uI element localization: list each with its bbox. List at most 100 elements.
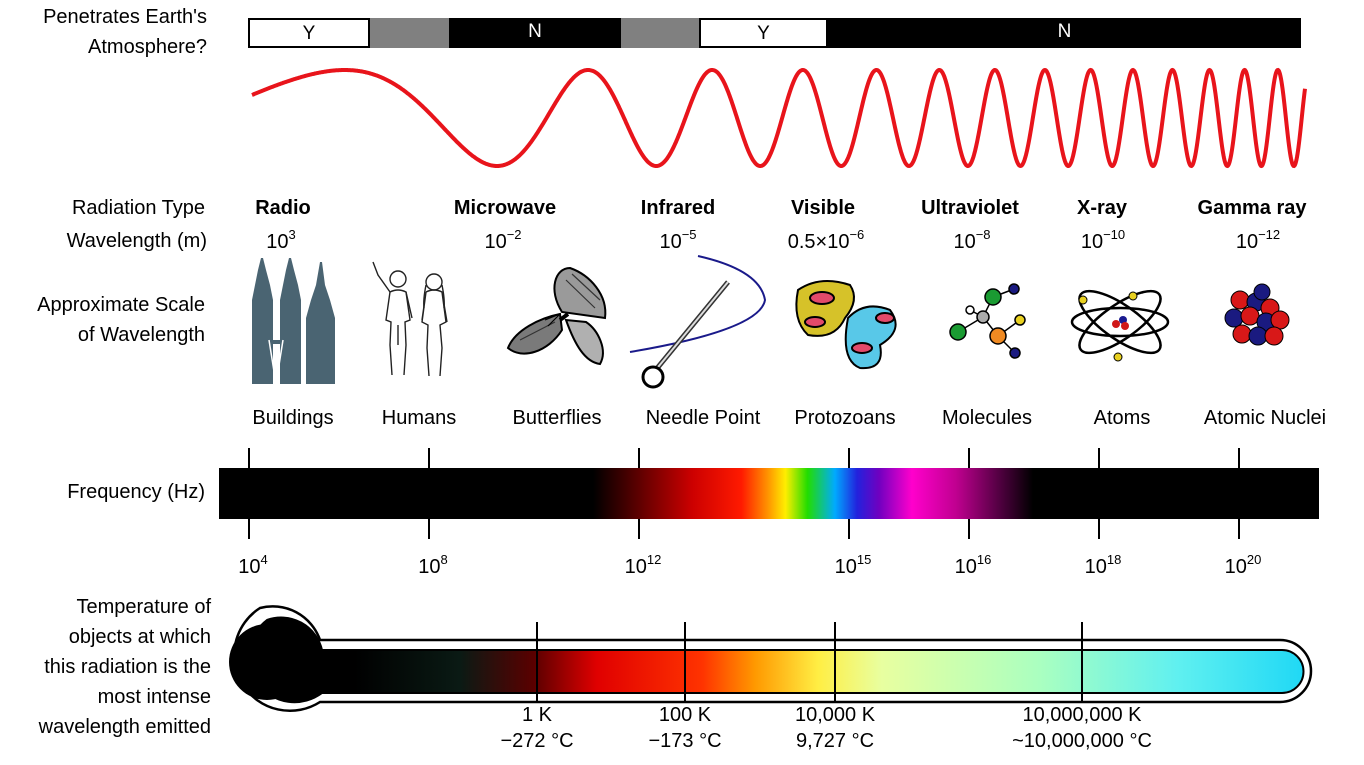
radiation-type-name: Microwave: [453, 197, 557, 219]
thermometer: [229, 605, 1313, 712]
frequency-exponent: 8: [440, 552, 448, 567]
wavelength-base: 10: [1235, 231, 1259, 253]
humans-icon: [372, 261, 448, 377]
scale-label: Approximate Scale of Wavelength: [0, 290, 205, 350]
frequency-tick-label: 108: [418, 552, 447, 584]
radiation-type-name: Radio: [255, 197, 311, 219]
wavelength-exponent: 3: [288, 227, 296, 242]
wavelength-value: 10−10: [1081, 227, 1125, 259]
frequency-base: 10: [238, 556, 261, 578]
penetration-segment-4: [621, 18, 699, 48]
wavelength-value: 103: [266, 227, 295, 259]
temperature-kelvin: 100 K: [658, 704, 712, 726]
wavelength-base: 10: [953, 231, 976, 253]
frequency-label: Frequency (Hz): [67, 481, 205, 503]
wavelength-exponent: −2: [506, 227, 522, 242]
frequency-ticks: [248, 448, 1240, 539]
frequency-base: 10: [418, 556, 441, 578]
temperature-tick-label: 100 K −173 °C: [648, 702, 721, 754]
temperature-label-line1: Temperature of: [76, 596, 211, 618]
penetration-title-line2: Atmosphere?: [88, 36, 207, 58]
wavelength-base: 10: [484, 231, 507, 253]
scale-example-label: Butterflies: [512, 407, 602, 429]
scale-label-line2: of Wavelength: [77, 324, 205, 346]
frequency-tick-label: 104: [238, 552, 267, 584]
temperature-kelvin: 10,000,000 K: [1022, 704, 1142, 726]
protozoa-icon: [795, 280, 897, 370]
frequency-tick-label: 1018: [1085, 552, 1122, 584]
wavelength-value: 10−5: [659, 227, 696, 259]
radiation-type-name: Gamma ray: [1197, 197, 1307, 219]
wavelength-exponent: −6: [849, 227, 865, 242]
temperature-celsius: 9,727 °C: [795, 730, 875, 752]
radiation-type-label: Radiation Type: [71, 197, 205, 219]
frequency-base: 10: [1084, 556, 1107, 578]
penetration-segment-6: N: [828, 18, 1301, 48]
frequency-exponent: 18: [1106, 552, 1122, 567]
temperature-label-line4: most intense: [97, 686, 211, 708]
penetration-segment-2: [370, 18, 449, 48]
temperature-tick-label: 10,000 K 9,727 °C: [795, 702, 875, 754]
temperature-label: Temperature of objects at which this rad…: [0, 592, 211, 742]
scale-example-label: Buildings: [252, 407, 334, 429]
frequency-tick-label: 1015: [835, 552, 872, 584]
butterfly-icon: [506, 266, 607, 366]
scale-example-label: Needle Point: [645, 407, 761, 429]
frequency-exponent: 16: [976, 552, 992, 567]
temperature-celsius: ~10,000,000 °C: [1012, 730, 1152, 752]
temperature-label-line3: this radiation is the: [44, 656, 211, 678]
scale-example-label: Atomic Nuclei: [1203, 407, 1327, 429]
penetration-title-line1: Penetrates Earth's: [43, 6, 207, 28]
atom-icon: [1070, 289, 1170, 362]
frequency-tick-label: 1020: [1225, 552, 1262, 584]
wavelength-value: 10−2: [484, 227, 521, 259]
frequency-exponent: 4: [260, 552, 268, 567]
frequency-base: 10: [624, 556, 647, 578]
frequency-exponent: 15: [856, 552, 872, 567]
wavelength-value: 10−8: [953, 227, 990, 259]
temperature-celsius: −272 °C: [500, 730, 574, 752]
scale-label-line1: Approximate Scale: [37, 294, 205, 316]
temperature-celsius: −173 °C: [648, 730, 722, 752]
wavelength-wave: [251, 67, 1307, 169]
radiation-type-name: X-ray: [1076, 197, 1128, 219]
temperature-tick-label: 1 K −272 °C: [500, 702, 573, 754]
wavelength-exponent: −12: [1258, 227, 1281, 242]
radiation-type-name: Ultraviolet: [921, 197, 1019, 219]
scale-example-label: Humans: [381, 407, 457, 429]
frequency-exponent: 12: [646, 552, 662, 567]
frequency-base: 10: [1224, 556, 1247, 578]
penetration-segment-5: Y: [699, 18, 828, 48]
temperature-tick-label: 10,000,000 K ~10,000,000 °C: [1012, 702, 1152, 754]
scale-example-label: Protozoans: [794, 407, 896, 429]
wavelength-base: 10: [1080, 231, 1104, 253]
frequency-exponent: 20: [1246, 552, 1262, 567]
frequency-tick-label: 1016: [955, 552, 992, 584]
scale-example-label: Atoms: [1093, 407, 1151, 429]
wavelength-base: 10: [266, 231, 289, 253]
penetration-segment-3: N: [449, 18, 621, 48]
temperature-kelvin: 1 K: [521, 704, 553, 726]
needle-icon: [629, 255, 767, 389]
nucleus-icon: [1224, 283, 1290, 346]
temperature-kelvin: 10,000 K: [794, 704, 876, 726]
wavelength-value: 0.5×10−6: [788, 227, 865, 259]
wavelength-value: 10−12: [1236, 227, 1280, 259]
wavelength-exponent: −5: [681, 227, 697, 242]
radiation-type-name: Infrared: [640, 197, 716, 219]
wavelength-exponent: −8: [975, 227, 991, 242]
wavelength-base: 10: [659, 231, 682, 253]
frequency-base: 10: [834, 556, 857, 578]
frequency-bar: [219, 468, 1319, 519]
molecule-icon: [949, 283, 1026, 359]
penetration-segment-1: Y: [248, 18, 370, 48]
buildings-icon: [252, 258, 335, 385]
penetration-title: Penetrates Earth's Atmosphere?: [0, 2, 207, 62]
frequency-base: 10: [954, 556, 977, 578]
wavelength-base: 0.5×10: [787, 231, 850, 253]
temperature-ticks: [536, 622, 1083, 703]
frequency-tick-label: 1012: [625, 552, 662, 584]
temperature-label-line5: wavelength emitted: [38, 716, 211, 738]
